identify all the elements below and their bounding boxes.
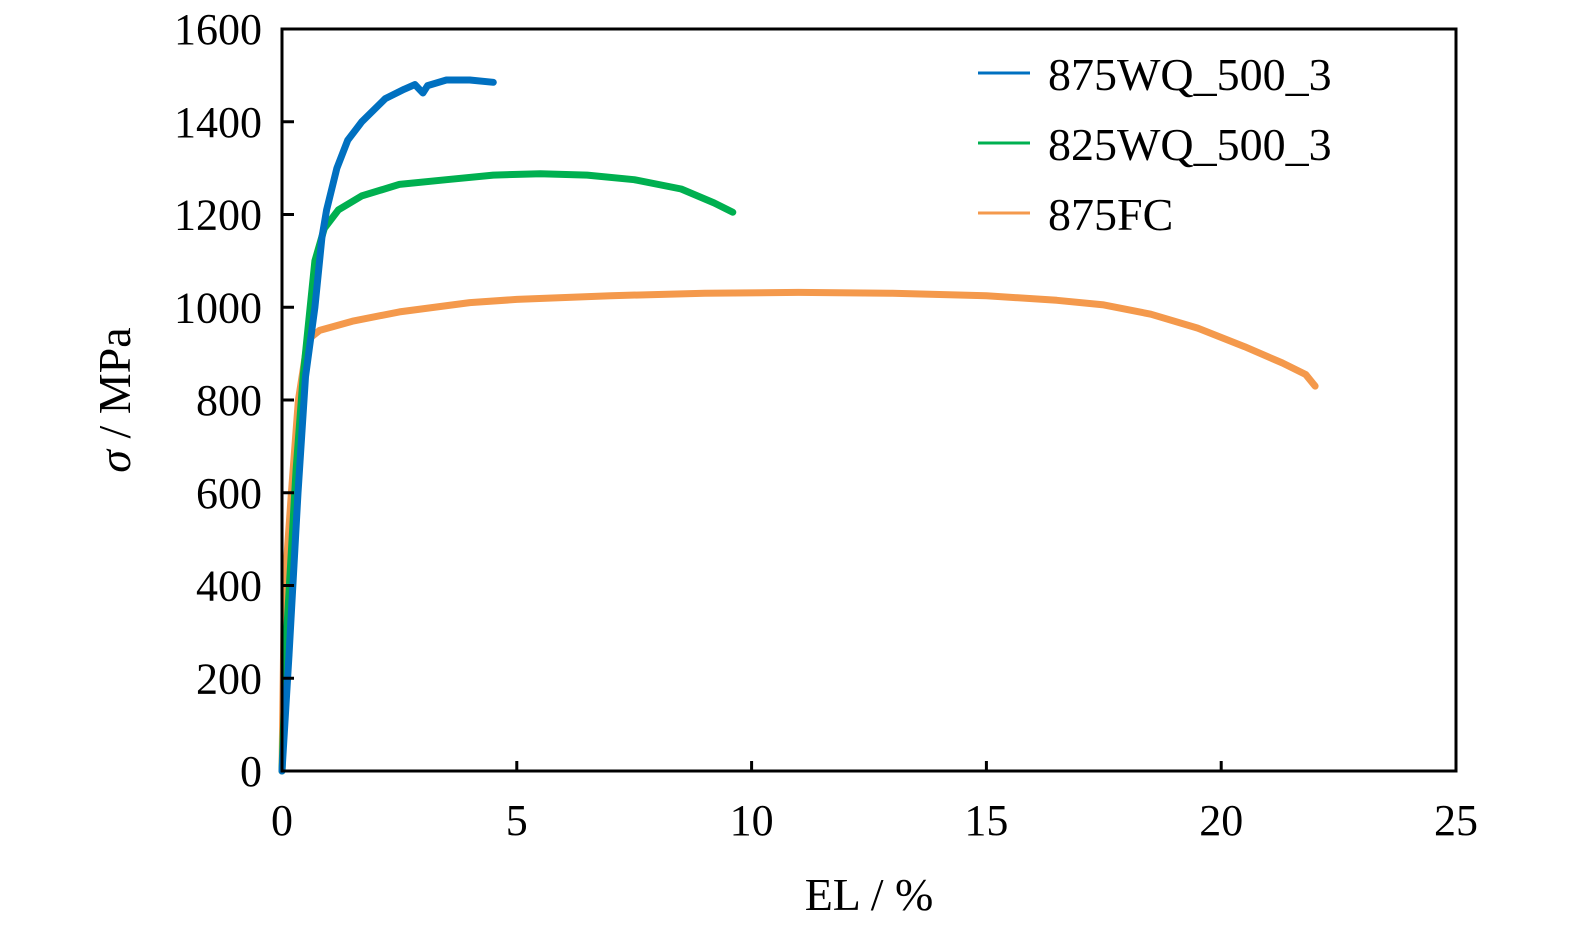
ticks-layer: 0 5 10 15 20 25 0 200 400 600 800 1000 1200 1400 1600 — [174, 5, 1478, 845]
y-tick-label: 800 — [196, 376, 262, 425]
series-line-875WQ_500_3 — [278, 76, 497, 775]
legend: 875WQ_500_3 825WQ_500_3 875FC — [978, 49, 1332, 240]
series-layer — [278, 76, 1319, 775]
x-tick-label: 20 — [1199, 796, 1243, 845]
y-axis-label: σ / MPa — [89, 327, 140, 472]
y-tick-label: 1000 — [174, 283, 262, 332]
x-tick-label: 25 — [1434, 796, 1478, 845]
legend-label: 875FC — [1048, 189, 1173, 240]
series-line-825WQ_500_3 — [278, 170, 737, 775]
y-tick-label: 600 — [196, 469, 262, 518]
y-tick-label: 200 — [196, 654, 262, 703]
x-tick-label: 15 — [964, 796, 1008, 845]
series-line-875FC — [278, 288, 1319, 775]
x-tick-label: 10 — [730, 796, 774, 845]
y-axis-symbol: σ — [89, 448, 140, 473]
y-axis-unit: / MPa — [89, 327, 140, 450]
y-tick-label: 1200 — [174, 191, 262, 240]
legend-label: 875WQ_500_3 — [1048, 49, 1332, 100]
x-tick-label: 0 — [271, 796, 293, 845]
y-tick-label: 0 — [240, 747, 262, 796]
legend-label: 825WQ_500_3 — [1048, 119, 1332, 170]
x-axis-label: EL / % — [805, 869, 934, 920]
y-tick-label: 1600 — [174, 5, 262, 54]
y-tick-label: 400 — [196, 562, 262, 611]
x-tick-label: 5 — [506, 796, 528, 845]
y-tick-label: 1400 — [174, 98, 262, 147]
